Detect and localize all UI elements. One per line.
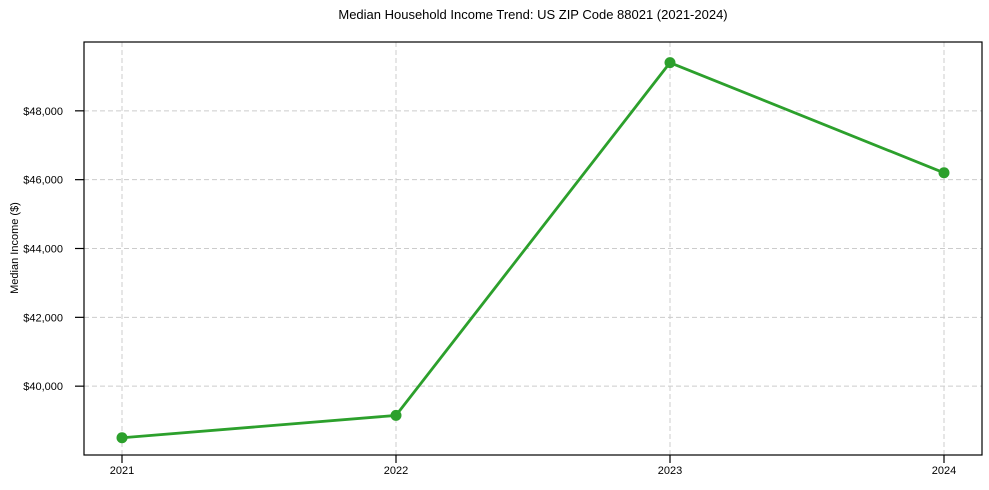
- data-point-2023: [664, 57, 676, 69]
- data-point-2021: [116, 432, 128, 444]
- x-tick-label: 2024: [932, 465, 956, 477]
- data-point-2022: [390, 409, 402, 421]
- y-tick-label: $46,000: [23, 175, 63, 187]
- y-tick-label: $40,000: [23, 381, 63, 393]
- x-tick-label: 2023: [658, 465, 682, 477]
- chart-title: Median Household Income Trend: US ZIP Co…: [338, 7, 728, 22]
- x-tick-label: 2021: [110, 465, 134, 477]
- trend-line: [120, 61, 946, 440]
- y-tick-label: $48,000: [23, 106, 63, 118]
- y-tick-label: $44,000: [23, 244, 63, 256]
- x-tick-label: 2022: [384, 465, 408, 477]
- y-tick-label: $42,000: [23, 312, 63, 324]
- data-point-2024: [938, 167, 950, 179]
